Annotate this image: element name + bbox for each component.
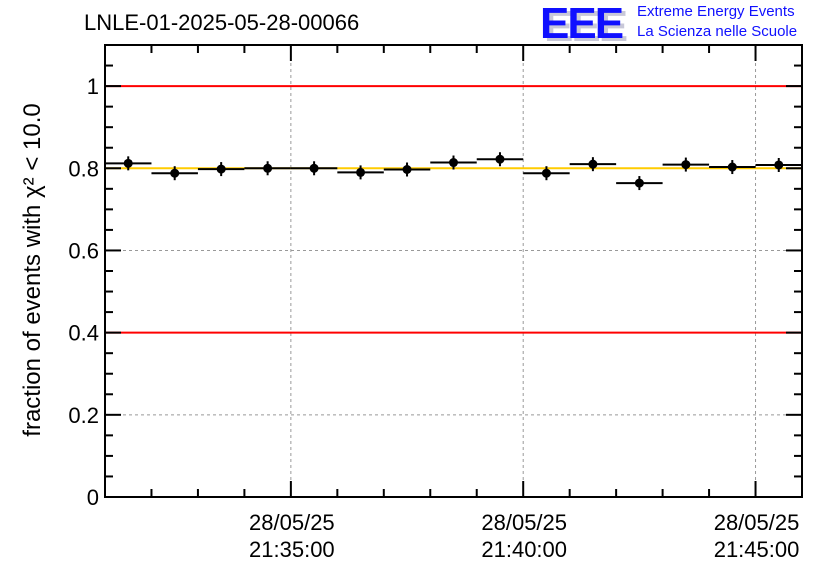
data-point xyxy=(495,154,505,164)
plot-frame xyxy=(104,44,803,498)
data-point xyxy=(402,165,412,175)
data-point xyxy=(170,168,180,178)
x-tick-time: 21:35:00 xyxy=(249,537,335,562)
y-tick-label: 0.4 xyxy=(68,321,99,346)
data-point xyxy=(541,168,551,178)
x-tick-date: 28/05/25 xyxy=(481,510,567,535)
x-tick-time: 21:45:00 xyxy=(714,537,800,562)
data-point xyxy=(356,167,366,177)
data-point xyxy=(727,162,737,172)
y-tick-label: 0.6 xyxy=(68,238,99,263)
y-tick-label: 0.2 xyxy=(68,403,99,428)
x-tick-date: 28/05/25 xyxy=(714,510,800,535)
data-point xyxy=(588,159,598,169)
eee-logo: EEE xyxy=(540,0,624,48)
data-point xyxy=(216,164,226,174)
chart-title: LNLE-01-2025-05-28-00066 xyxy=(84,10,360,35)
y-tick-label: 1 xyxy=(87,74,99,99)
logo-line2: La Scienza nelle Scuole xyxy=(637,23,798,40)
data-point xyxy=(774,160,784,170)
x-tick-time: 21:40:00 xyxy=(481,537,567,562)
data-point xyxy=(681,160,691,170)
data-point xyxy=(123,158,133,168)
logo-line1: Extreme Energy Events xyxy=(637,3,795,20)
data-point xyxy=(634,178,644,188)
y-axis-label: fraction of events with χ² < 10.0 xyxy=(19,103,46,437)
y-tick-label: 0.8 xyxy=(68,156,99,181)
data-point xyxy=(449,158,458,168)
y-tick-label: 0 xyxy=(87,485,99,510)
data-point xyxy=(309,163,319,173)
data-point xyxy=(263,163,273,173)
x-tick-date: 28/05/25 xyxy=(249,510,335,535)
